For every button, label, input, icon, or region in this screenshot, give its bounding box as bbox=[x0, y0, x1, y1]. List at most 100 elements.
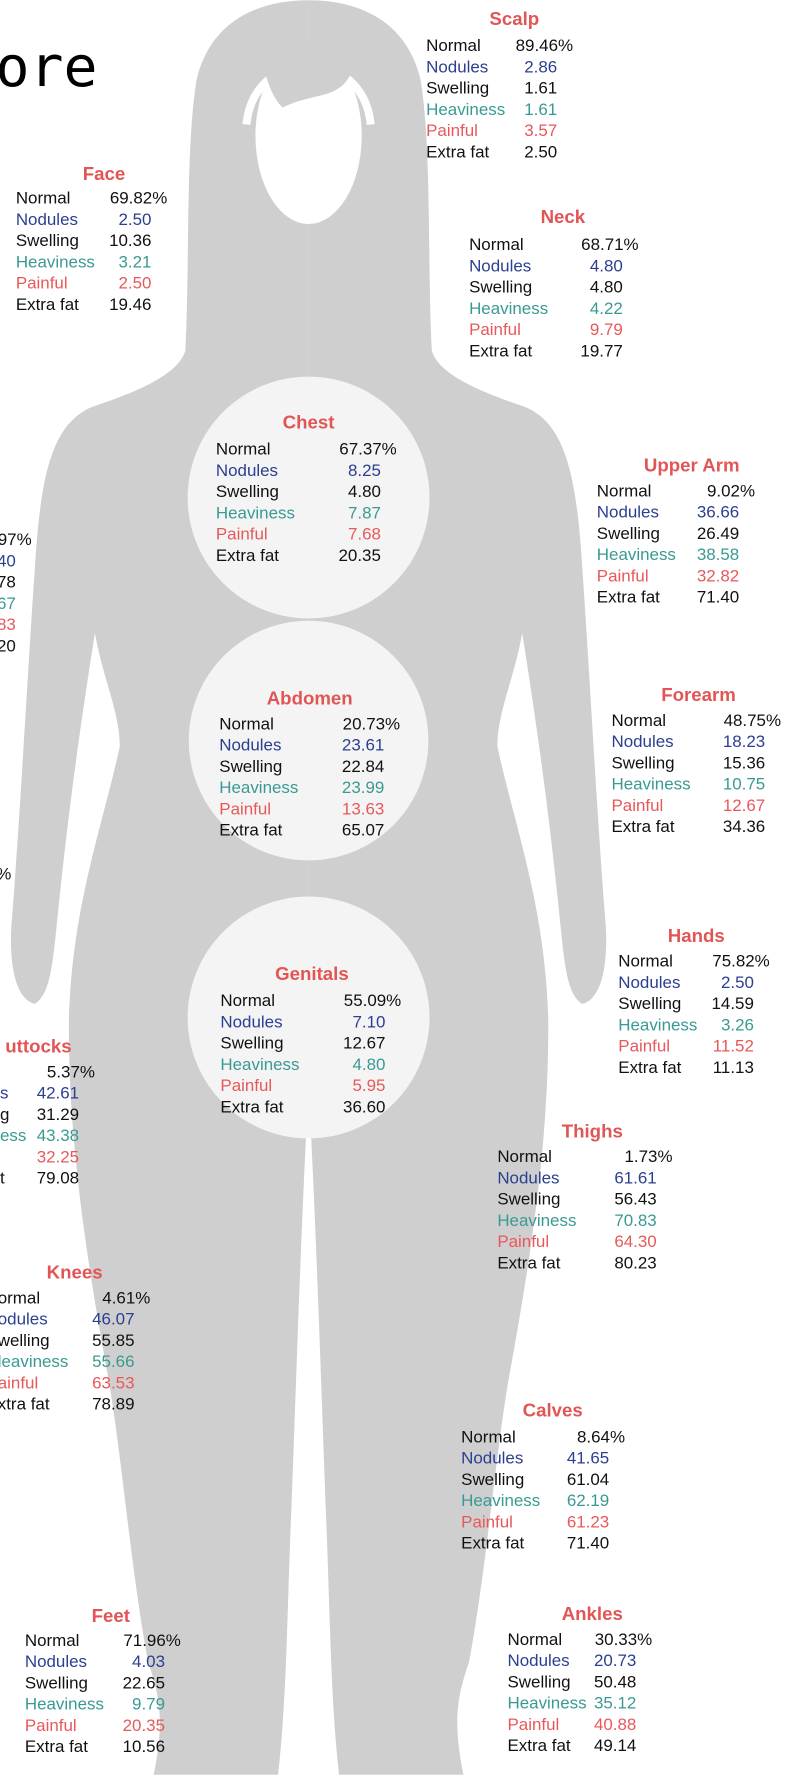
row-label: g bbox=[0, 1105, 9, 1124]
row-value: 35.12 bbox=[594, 1694, 636, 1713]
row-value: 61.61 bbox=[614, 1168, 656, 1187]
row-value: 3.21 bbox=[118, 252, 151, 271]
row-label: ess bbox=[0, 1126, 26, 1145]
row-label: Normal bbox=[16, 189, 71, 208]
row-value: 7.68 bbox=[348, 525, 381, 544]
row-label: Nodules bbox=[611, 732, 673, 751]
row-label: Painful bbox=[25, 1716, 77, 1735]
row-value: 20.73% bbox=[343, 714, 400, 733]
row-label: Normal bbox=[25, 1631, 80, 1650]
row-value: 36.66 bbox=[697, 503, 739, 522]
row-label: Painful bbox=[16, 274, 68, 293]
row-value: 20.35 bbox=[123, 1716, 165, 1735]
row-label: Heaviness bbox=[508, 1694, 587, 1713]
row-label: Normal bbox=[469, 235, 524, 254]
row-value: 36.60 bbox=[343, 1097, 385, 1116]
row-label: Extra fat bbox=[220, 1097, 283, 1116]
region-title: Scalp bbox=[489, 8, 539, 29]
row-value: 15.36 bbox=[723, 753, 765, 772]
row-value: 4.61% bbox=[102, 1288, 150, 1307]
row-label: ormal bbox=[0, 1288, 40, 1307]
row-value: 1.61 bbox=[524, 100, 557, 119]
row-value: 80.23 bbox=[614, 1253, 656, 1272]
row-label: Painful bbox=[611, 796, 663, 815]
row-value: 7.10 bbox=[352, 1012, 385, 1031]
row-label: Heaviness bbox=[426, 100, 505, 119]
row-label: Normal bbox=[216, 440, 271, 459]
row-value: 32.82 bbox=[697, 566, 739, 585]
region-title: uttocks bbox=[5, 1036, 71, 1057]
row-value: 22.84 bbox=[342, 757, 384, 776]
row-value: 40.88 bbox=[594, 1715, 636, 1734]
row-label: Swelling bbox=[461, 1470, 524, 1489]
region-title: Forearm bbox=[661, 684, 736, 705]
row-value: 71.96% bbox=[123, 1631, 180, 1650]
row-value: 10.36 bbox=[109, 231, 151, 250]
row-label: Swelling bbox=[497, 1190, 560, 1209]
row-value: 22.65 bbox=[123, 1673, 165, 1692]
row-label: Swelling bbox=[469, 278, 532, 297]
row-label: Painful bbox=[618, 1037, 670, 1056]
row-value: 13.63 bbox=[342, 799, 384, 818]
row-label: Heaviness bbox=[618, 1015, 697, 1034]
row-value: 19.46 bbox=[109, 295, 151, 314]
row-label: Extra fat bbox=[461, 1534, 524, 1553]
row-value: 61.04 bbox=[567, 1470, 609, 1489]
row-label: Nodules bbox=[16, 210, 78, 229]
row-label: Extra fat bbox=[597, 588, 660, 607]
region-title: Upper Arm bbox=[644, 455, 740, 476]
row-label: Swelling bbox=[508, 1672, 571, 1691]
row-value: 30.33% bbox=[595, 1630, 652, 1649]
row-value: 4.80 bbox=[590, 256, 623, 275]
row-label: Normal bbox=[426, 36, 481, 55]
row-label: Painful bbox=[216, 525, 268, 544]
row-value: 8.25 bbox=[348, 461, 381, 480]
row-value: 8.64% bbox=[577, 1427, 625, 1446]
row-value: 12.67 bbox=[343, 1034, 385, 1053]
row-label: Heaviness bbox=[597, 545, 676, 564]
row-label: Heaviness bbox=[461, 1491, 540, 1510]
row-value: 18.23 bbox=[723, 732, 765, 751]
row-value: 31.29 bbox=[37, 1105, 79, 1124]
region-title: Thighs bbox=[562, 1120, 623, 1141]
silhouette bbox=[10, 0, 607, 1775]
row-label: Extra fat bbox=[508, 1736, 571, 1755]
row-value: 9.79 bbox=[132, 1695, 165, 1714]
heading: ore bbox=[0, 35, 98, 100]
row-label: Painful bbox=[508, 1715, 560, 1734]
row-value: 4.03 bbox=[132, 1652, 165, 1671]
row-value: 55.85 bbox=[92, 1331, 134, 1350]
row-label: Nodules bbox=[469, 256, 531, 275]
region-title: Hands bbox=[668, 925, 725, 946]
row-value: 3.57 bbox=[524, 121, 557, 140]
row-label: Swelling bbox=[611, 753, 674, 772]
row-value: 9.02% bbox=[707, 481, 755, 500]
row-value: 2.86 bbox=[524, 57, 557, 76]
row-label: Nodules bbox=[508, 1651, 570, 1670]
region-title: Calves bbox=[523, 1399, 583, 1420]
row-label: Swelling bbox=[618, 994, 681, 1013]
row-value: 89.46% bbox=[516, 36, 573, 55]
row-value: 42.61 bbox=[37, 1084, 79, 1103]
abdomen-circle bbox=[188, 620, 429, 861]
row-label: Swelling bbox=[597, 524, 660, 543]
row-label: Heaviness bbox=[497, 1211, 576, 1230]
row-value: 10.56 bbox=[123, 1737, 165, 1756]
row-value: 4.22 bbox=[590, 299, 623, 318]
row-value: 7.87 bbox=[348, 503, 381, 522]
row-value: 68.71% bbox=[581, 235, 638, 254]
row-label: Nodules bbox=[461, 1449, 523, 1468]
row-value: 61.23 bbox=[567, 1512, 609, 1531]
row-label: Nodules bbox=[618, 973, 680, 992]
row-value: 11.13 bbox=[713, 1058, 754, 1077]
row-value: 4.80 bbox=[352, 1055, 385, 1074]
row-label: Nodules bbox=[597, 503, 659, 522]
row-value: 20 bbox=[0, 636, 16, 655]
region-title: Feet bbox=[92, 1605, 130, 1626]
row-label: s bbox=[0, 1084, 8, 1103]
row-value: 41.65 bbox=[567, 1449, 609, 1468]
row-label: t bbox=[0, 1169, 5, 1188]
row-value: 56.43 bbox=[614, 1190, 656, 1209]
row-label: Heaviness bbox=[611, 775, 690, 794]
row-value: 19.77 bbox=[580, 341, 622, 360]
